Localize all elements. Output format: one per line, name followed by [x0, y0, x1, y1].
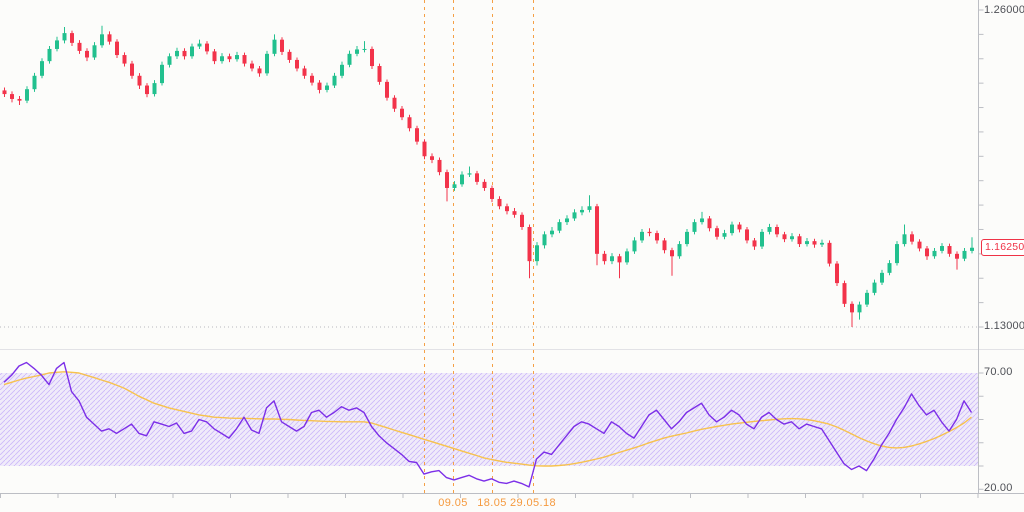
rsi-signal-line: [3, 371, 972, 467]
rsi-axis-label-20: 20.00: [984, 482, 1013, 494]
rsi-line: [3, 361, 973, 488]
event-vlines: [424, 0, 534, 497]
price-axis-label-min: 1.13000: [984, 320, 1024, 332]
time-axis-label-3: 29.05.18: [509, 497, 557, 509]
time-axis-label-2: 18.05: [477, 497, 507, 509]
time-axis-label-1: 09.05: [438, 497, 468, 509]
candles-series: [2, 25, 974, 327]
axis-ticks: [0, 9, 984, 498]
price-axis-label-max: 1.26000: [984, 4, 1024, 16]
rsi-band: [0, 373, 978, 466]
rsi-axis-label-70: 70.00: [984, 366, 1013, 378]
current-price-badge: 1.16250: [981, 239, 1024, 256]
